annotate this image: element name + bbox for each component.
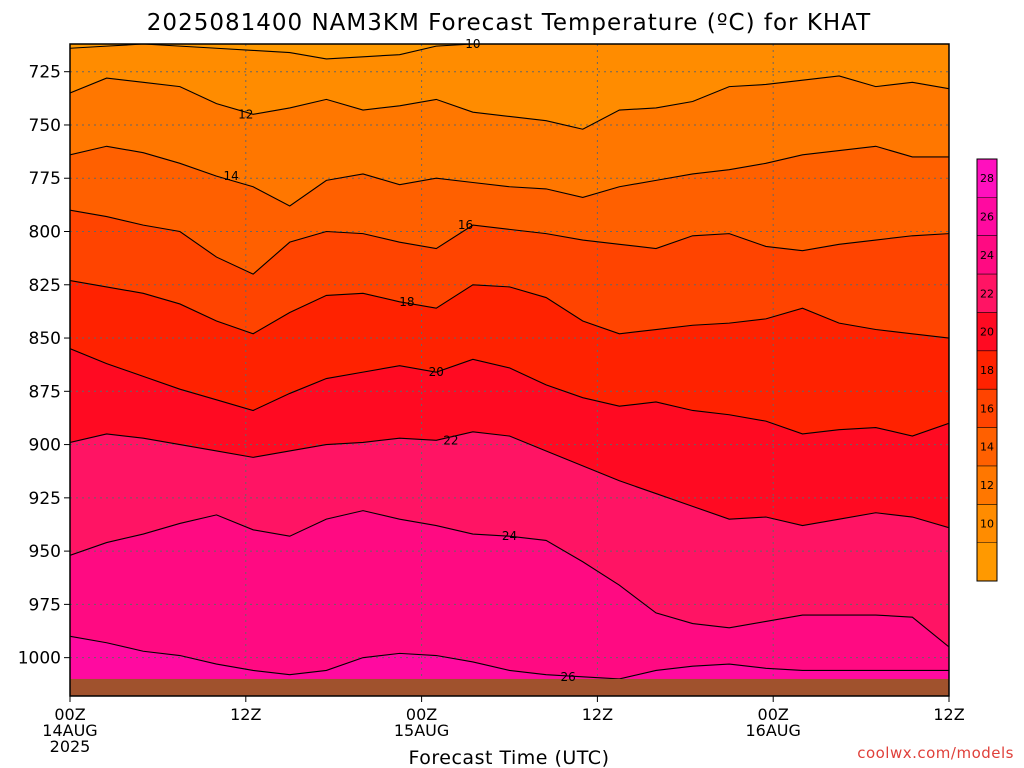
x-tick-label-60: 12Z: [933, 705, 964, 724]
y-tick-label-900: 900: [29, 436, 61, 456]
plot-area: [70, 44, 949, 696]
isotherm-label-22: 22: [443, 433, 458, 447]
colorbar-label-14: 14: [980, 441, 994, 454]
isotherm-label-20: 20: [429, 365, 444, 379]
isotherm-label-14: 14: [224, 169, 239, 183]
isotherm-18: [70, 279, 949, 339]
colorbar-swatch-8: [977, 542, 997, 581]
x-tick-label-0: 00Z: [54, 705, 85, 724]
x-tick-label-48: 00Z: [758, 705, 789, 724]
x-tick-sublabel-0-1: 2025: [50, 737, 91, 756]
x-tick-label-36: 12Z: [582, 705, 613, 724]
temperature-fill-bands: [70, 44, 949, 696]
isotherm-label-24: 24: [502, 529, 517, 543]
isotherm-contours: [70, 44, 949, 680]
isotherm-22: [70, 431, 949, 529]
terrain-surface: [70, 678, 949, 696]
colorbar-label-20: 20: [980, 326, 994, 339]
colorbar-label-18: 18: [980, 364, 994, 377]
colorbar-swatch-26: [977, 197, 997, 236]
isotherm-14: [70, 145, 949, 207]
isotherm-12: [70, 75, 949, 130]
colorbar-swatch-14: [977, 427, 997, 466]
colorbar-swatch-16: [977, 389, 997, 428]
x-tick-sublabel-24-0: 15AUG: [394, 721, 449, 740]
y-tick-label-925: 925: [29, 489, 61, 509]
isotherm-label-26: 26: [560, 670, 575, 684]
colorbar-swatch-20: [977, 312, 997, 351]
colorbar-frame: [976, 158, 998, 582]
y-tick-label-1000: 1000: [18, 649, 61, 669]
colorbar-label-12: 12: [980, 479, 994, 492]
x-tick-sublabel-48-0: 16AUG: [745, 721, 800, 740]
plot-frame: [69, 43, 950, 697]
x-tick-label-12: 12Z: [230, 705, 261, 724]
band-24-26: [70, 510, 949, 679]
y-tick-label-825: 825: [29, 276, 61, 296]
colorbar-swatch-18: [977, 350, 997, 390]
y-axis: 725 750 775 800 825 850 875 900 925 950 975 1000: [18, 63, 70, 669]
colorbar-swatch-28: [977, 159, 997, 198]
grid-lines: [70, 44, 949, 696]
y-tick-label-750: 750: [29, 116, 61, 136]
isotherm-26: [70, 635, 949, 680]
x-tick-sublabel-0-0: 14AUG: [42, 721, 97, 740]
y-tick-label-775: 775: [29, 169, 61, 189]
colorbar-label-16: 16: [980, 402, 994, 415]
band-22-24: [70, 431, 949, 647]
isotherm-16: [70, 209, 949, 275]
colorbar-swatch-10: [977, 504, 997, 543]
y-tick-label-875: 875: [29, 382, 61, 402]
isotherm-24: [70, 510, 949, 648]
chart-title: 2025081400 NAM3KM Forecast Temperature (…: [147, 10, 871, 36]
colorbar-label-24: 24: [980, 249, 994, 262]
isotherm-10: [70, 44, 949, 60]
terrain-fill: [70, 678, 949, 696]
colorbar-swatch-24: [977, 235, 997, 275]
colorbar-label-28: 28: [980, 172, 994, 185]
y-tick-label-850: 850: [29, 329, 61, 349]
x-axis-label: Forecast Time (UTC): [409, 747, 610, 768]
y-tick-label-800: 800: [29, 223, 61, 243]
credit-text: coolwx.com/models: [857, 744, 1014, 762]
colorbar-label-10: 10: [980, 517, 994, 530]
isotherm-label-12: 12: [238, 107, 253, 121]
y-tick-label-975: 975: [29, 595, 61, 615]
y-tick-label-950: 950: [29, 542, 61, 562]
colorbar-swatch-12: [977, 465, 997, 505]
y-tick-label-725: 725: [29, 63, 61, 83]
x-tick-label-24: 00Z: [406, 705, 437, 724]
colorbar-label-26: 26: [980, 211, 994, 224]
isotherm-label-18: 18: [399, 295, 414, 309]
colorbar-legend: 10 12 14 16 18 20 22 24 26 28: [976, 158, 998, 582]
band-18-20: [70, 280, 949, 437]
colorbar-label-22: 22: [980, 287, 994, 300]
isotherm-20: [70, 348, 949, 437]
colorbar-swatch-22: [977, 274, 997, 313]
isotherm-label-16: 16: [458, 218, 473, 232]
